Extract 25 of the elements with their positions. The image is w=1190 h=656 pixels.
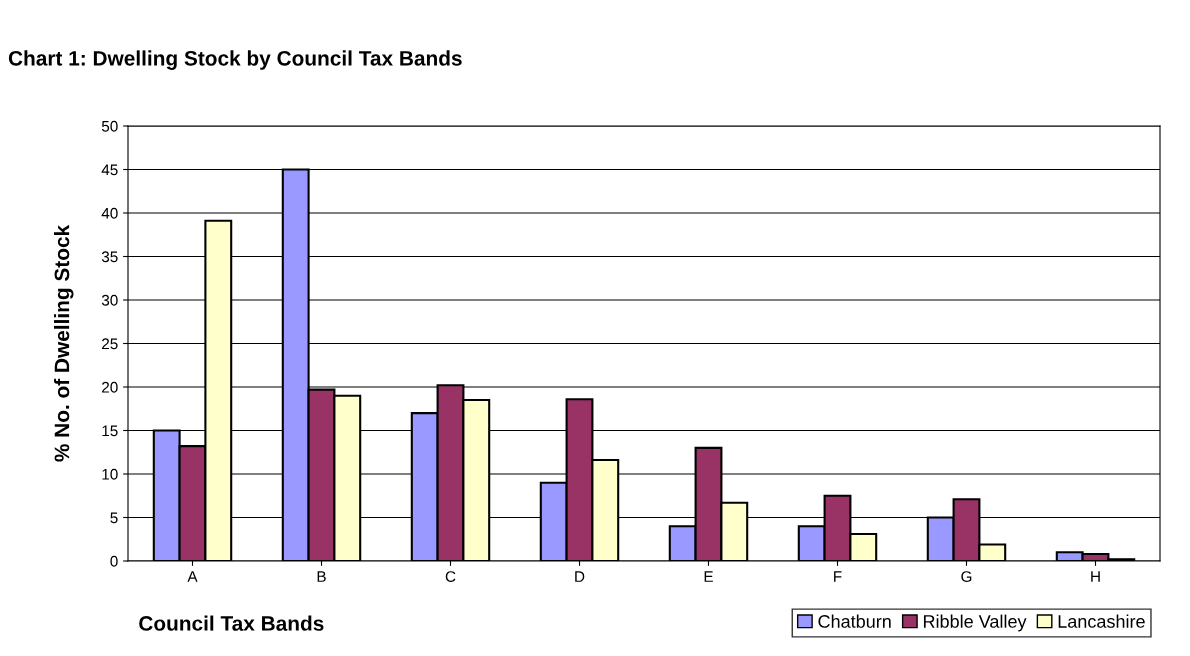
y-tick-label: 50	[101, 120, 118, 132]
y-tick-label: 45	[101, 164, 118, 176]
y-tick-label: 30	[101, 294, 118, 306]
y-tick-label: 10	[102, 468, 118, 480]
y-tick-label: 0	[110, 555, 118, 567]
y-tick-label: 20	[102, 381, 118, 393]
x-tick-label: H	[1091, 571, 1100, 582]
x-tick-label: F	[834, 571, 842, 582]
x-tick-label: G	[961, 571, 972, 582]
y-tick-label: 5	[110, 512, 118, 524]
y-tick-label: 25	[102, 338, 118, 350]
x-tick-label: D	[575, 571, 585, 582]
x-axis-title: Council Tax Bands	[139, 615, 324, 631]
y-tick-label: 15	[102, 425, 118, 437]
x-tick-label: C	[445, 571, 456, 582]
legend-label: Ribble Valley	[923, 614, 1027, 632]
legend-label: Chatburn	[818, 614, 891, 628]
y-tick-label: 40	[101, 207, 118, 219]
y-tick-label: 35	[101, 251, 118, 263]
x-tick-label: B	[317, 571, 326, 582]
x-tick-label: A	[187, 571, 198, 582]
y-axis-title: % No. of Dwelling Stock	[54, 224, 74, 462]
x-tick-label: E	[704, 571, 713, 582]
legend-label: Lancashire	[1058, 614, 1145, 628]
chart-title: Chart 1: Dwelling Stock by Council Tax Bands	[8, 50, 462, 70]
